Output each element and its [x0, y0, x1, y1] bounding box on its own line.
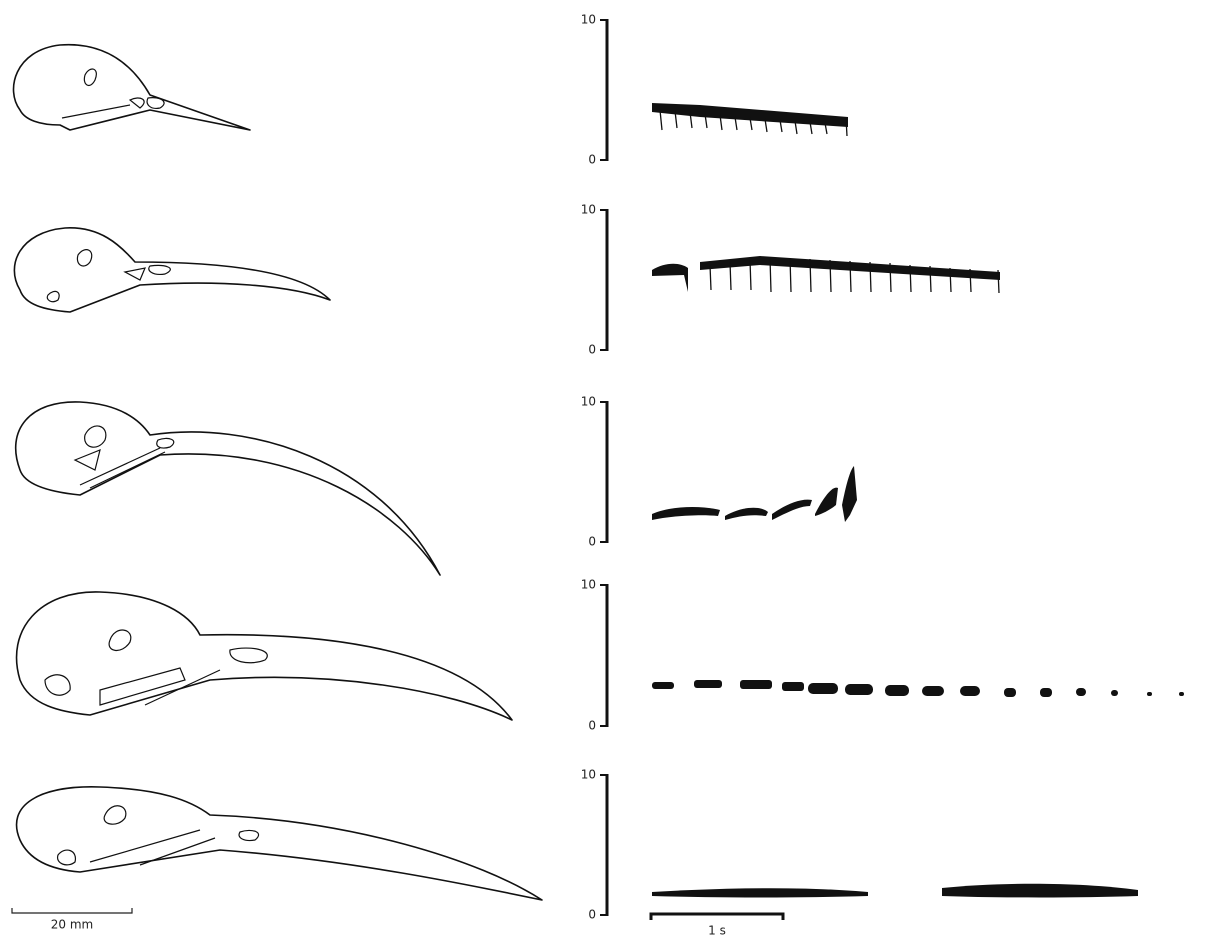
spectrogram-1-clicks	[659, 109, 848, 137]
time-scale-bar	[649, 912, 785, 920]
spectrogram-3	[652, 466, 857, 522]
length-scale-bar	[11, 908, 133, 914]
time-scale-label: 1 s	[708, 924, 726, 937]
spectrogram-5	[652, 883, 1138, 898]
y-tick-label: 0	[588, 343, 596, 357]
skull-drawings	[12, 43, 543, 901]
y-tick-label: 10	[581, 395, 596, 409]
y-tick-label: 10	[581, 578, 596, 592]
spectrogram-2	[652, 256, 1000, 292]
scale-bars: 20 mm 1 s	[11, 908, 785, 937]
skull-5	[15, 786, 543, 901]
skull-4	[15, 591, 513, 721]
skull-3	[14, 401, 441, 576]
y-tick-label: 10	[581, 203, 596, 217]
y-tick-label: 10	[581, 768, 596, 782]
y-tick-label: 0	[588, 153, 596, 167]
y-tick-label: 0	[588, 719, 596, 733]
spectrogram-1	[652, 103, 848, 127]
spectrograms	[652, 103, 1184, 898]
length-scale-label: 20 mm	[51, 918, 93, 932]
y-tick-label: 0	[588, 908, 596, 922]
spectrogram-4	[652, 680, 1184, 697]
skull-1	[12, 43, 251, 131]
y-tick-label: 0	[588, 535, 596, 549]
y-tick-label: 10	[581, 13, 596, 27]
spectrogram-2-clicks	[709, 257, 1000, 294]
skull-2	[13, 227, 331, 313]
